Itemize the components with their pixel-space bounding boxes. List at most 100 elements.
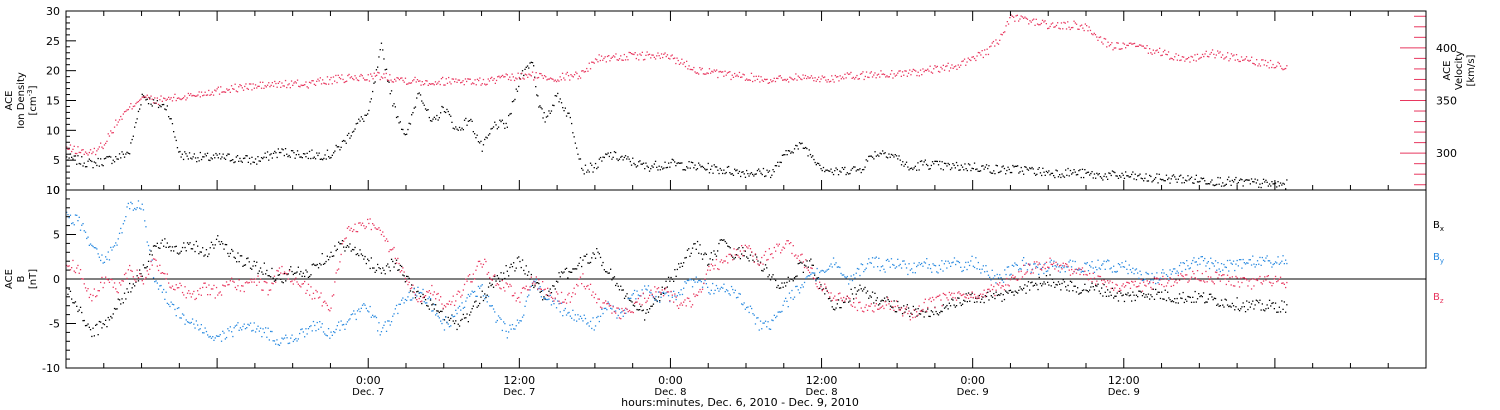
density-point bbox=[653, 163, 655, 165]
b-bx-point bbox=[945, 306, 947, 308]
b-bx-point bbox=[1241, 306, 1243, 308]
b-bx-point bbox=[278, 274, 281, 276]
b-bz-point bbox=[1198, 279, 1200, 281]
velocity-point bbox=[1106, 46, 1108, 48]
b-bx-point bbox=[1120, 292, 1122, 294]
density-point bbox=[925, 163, 928, 166]
b-by-point bbox=[728, 293, 730, 295]
b-by-point bbox=[179, 317, 181, 319]
b-bx-point bbox=[487, 286, 490, 288]
b-bz-point bbox=[690, 306, 692, 308]
density-point bbox=[1214, 184, 1217, 186]
velocity-point bbox=[341, 74, 343, 76]
density-point bbox=[746, 169, 748, 172]
b-bz-point bbox=[845, 297, 847, 300]
density-point bbox=[123, 156, 126, 158]
velocity-point bbox=[330, 76, 332, 79]
b-by-point bbox=[1103, 260, 1105, 262]
density-point bbox=[820, 168, 822, 170]
velocity-point bbox=[144, 95, 146, 98]
b-bz-point bbox=[605, 300, 607, 302]
b-bz-point bbox=[441, 303, 443, 305]
b-bx-point bbox=[382, 267, 384, 269]
density-point bbox=[385, 68, 388, 70]
b-by-point bbox=[164, 298, 166, 300]
density-point bbox=[288, 154, 290, 157]
b-by-point bbox=[899, 263, 901, 266]
b-bx-point bbox=[678, 263, 680, 265]
b-bz-point bbox=[866, 309, 869, 311]
velocity-point bbox=[683, 61, 685, 64]
velocity-point bbox=[359, 75, 361, 77]
density-point bbox=[338, 146, 340, 148]
density-point bbox=[244, 157, 246, 159]
b-bx-point bbox=[296, 271, 298, 273]
velocity-point bbox=[676, 57, 678, 59]
velocity-point bbox=[545, 76, 547, 78]
density-point bbox=[428, 116, 430, 119]
b-bx-point bbox=[252, 265, 254, 267]
density-point bbox=[676, 162, 678, 165]
velocity-point bbox=[790, 77, 792, 79]
b-bx-point bbox=[861, 290, 864, 292]
density-point bbox=[871, 156, 874, 158]
b-bz-point bbox=[295, 277, 297, 279]
velocity-point bbox=[424, 83, 426, 85]
b-bx-point bbox=[1163, 298, 1165, 300]
velocity-point bbox=[1264, 59, 1267, 62]
b-bx-point bbox=[456, 328, 458, 331]
b-bz-point bbox=[305, 292, 307, 294]
b-bx-point bbox=[981, 298, 983, 300]
b-bz-point bbox=[939, 294, 941, 296]
b-bx-point bbox=[1158, 291, 1160, 293]
density-point bbox=[271, 157, 273, 159]
velocity-point bbox=[658, 55, 660, 57]
density-point bbox=[748, 175, 750, 177]
b-bz-point bbox=[275, 281, 277, 283]
b-bx-point bbox=[1199, 295, 1201, 298]
b-bx-point bbox=[359, 249, 361, 251]
b-by-point bbox=[679, 294, 681, 296]
b-bz-point bbox=[788, 243, 791, 245]
density-point bbox=[452, 127, 454, 129]
b-by-point bbox=[933, 264, 935, 266]
b-bx-point bbox=[1053, 281, 1055, 284]
b-by-point bbox=[874, 257, 876, 259]
b-bz-point bbox=[700, 291, 702, 293]
b-by-point bbox=[1019, 267, 1021, 270]
velocity-point bbox=[1267, 61, 1269, 64]
velocity-point bbox=[211, 91, 213, 93]
b-bx-point bbox=[603, 269, 605, 271]
b-bz-point bbox=[1005, 284, 1007, 286]
b-bx-point bbox=[428, 308, 430, 310]
b-bx-point bbox=[426, 304, 428, 307]
velocity-point bbox=[904, 70, 906, 72]
density-point bbox=[966, 169, 968, 172]
b-bx-point bbox=[1011, 291, 1013, 293]
density-point bbox=[526, 65, 529, 67]
b-bz-point bbox=[887, 297, 889, 299]
velocity-point bbox=[407, 83, 409, 85]
b-by-point bbox=[971, 255, 973, 257]
b-by-point bbox=[1057, 263, 1059, 265]
velocity-point bbox=[113, 126, 116, 128]
b-bz-point bbox=[746, 246, 748, 248]
b-bz-point bbox=[903, 312, 905, 314]
b-by-point bbox=[953, 257, 956, 259]
velocity-point bbox=[1259, 65, 1262, 67]
b-bz-point bbox=[718, 268, 720, 271]
b-by-point bbox=[607, 301, 609, 303]
density-point bbox=[1228, 176, 1230, 178]
density-point bbox=[1242, 185, 1244, 187]
velocity-point bbox=[701, 67, 703, 70]
b-by-point bbox=[1204, 257, 1206, 260]
density-point bbox=[955, 161, 958, 164]
b-by-point bbox=[233, 327, 235, 329]
b-bx-point bbox=[688, 248, 690, 250]
velocity-point bbox=[420, 84, 422, 86]
density-point bbox=[949, 168, 952, 171]
density-point bbox=[902, 161, 904, 163]
b-bx-point bbox=[722, 239, 724, 241]
density-point bbox=[567, 112, 569, 114]
b-bx-point bbox=[621, 289, 623, 291]
